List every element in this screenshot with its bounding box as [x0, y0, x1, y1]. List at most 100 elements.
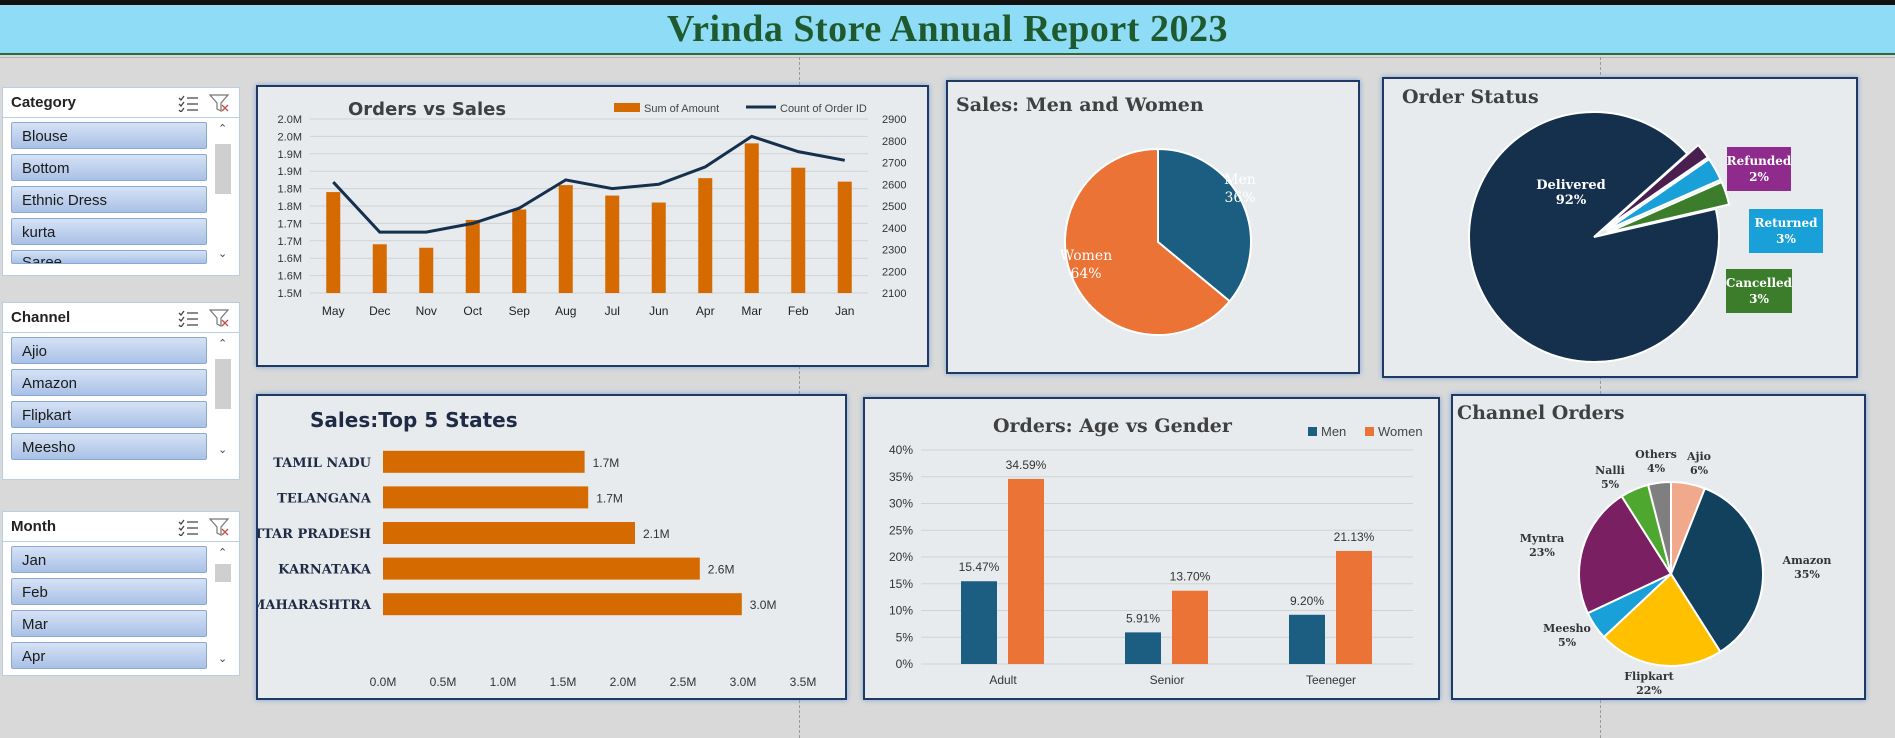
y-tick-label: 2.0M — [278, 131, 302, 143]
slicer-category[interactable]: Category Blouse Bottom Ethnic Dress kurt… — [2, 87, 240, 276]
legend-label: Count of Order ID — [780, 103, 867, 115]
y-tick-label: TELANGANA — [277, 491, 372, 506]
y-tick-label: MAHARASHTRA — [258, 598, 372, 613]
chart-title: Channel Orders — [1457, 402, 1625, 424]
x-tick-label: Jun — [649, 304, 668, 318]
report-title: Vrinda Store Annual Report 2023 — [667, 8, 1228, 50]
multi-select-icon[interactable] — [177, 94, 199, 112]
clear-filter-icon[interactable] — [209, 93, 231, 113]
slice-label: Refunded — [1727, 154, 1792, 168]
multi-select-icon[interactable] — [177, 309, 199, 327]
data-label: 2.6M — [708, 563, 735, 577]
y-tick-label: UTTAR PRADESH — [258, 527, 371, 542]
order-status-chart[interactable]: Order Status Delivered 92% Refunded 2% Retur… — [1382, 77, 1858, 378]
pie-slice — [1669, 487, 1764, 654]
pie-slice — [1064, 147, 1232, 336]
data-label: 9.20% — [1290, 594, 1324, 608]
clear-filter-icon[interactable] — [209, 517, 231, 537]
slicer-item[interactable]: Saree — [11, 250, 207, 264]
legend-label: Men — [1321, 424, 1346, 439]
y-tick-label: 1.9M — [278, 166, 302, 178]
slicer-item[interactable]: Meesho — [11, 433, 207, 460]
bar — [605, 195, 620, 293]
slicer-item[interactable]: Amazon — [11, 369, 207, 396]
scroll-thumb[interactable] — [215, 144, 231, 194]
scroll-up-icon[interactable]: ⌃ — [218, 338, 228, 350]
slicer-item[interactable]: Apr — [11, 642, 207, 669]
slicer-item[interactable]: Feb — [11, 578, 207, 605]
age-vs-gender-chart[interactable]: Orders: Age vs Gender 0% 5% 10% 15% 20% 25% 30… — [863, 397, 1440, 700]
y-tick-label: 35% — [889, 470, 913, 484]
slice-label: Cancelled — [1726, 276, 1793, 290]
legend-swatch — [1365, 427, 1374, 436]
slicer-item[interactable]: Jan — [11, 546, 207, 573]
pie-slice — [1468, 111, 1720, 363]
slicer-item[interactable]: Ajio — [11, 337, 207, 364]
scroll-down-icon[interactable]: ⌄ — [218, 444, 228, 456]
slicer-item[interactable]: Blouse — [11, 122, 207, 149]
data-label: 3.0M — [750, 598, 777, 612]
bar — [383, 593, 742, 616]
y-tick-label: 1.8M — [278, 201, 302, 213]
y2-tick-label: 2900 — [882, 114, 906, 126]
x-tick-label: Teeneger — [1306, 673, 1356, 687]
slicer-item[interactable]: Ethnic Dress — [11, 186, 207, 213]
scroll-up-icon[interactable]: ⌃ — [218, 547, 228, 559]
sheet-gridline — [0, 57, 1895, 58]
slice-percent: 23% — [1529, 546, 1555, 559]
legend-swatch — [1308, 427, 1317, 436]
x-tick-label: Dec — [369, 304, 390, 318]
slice-percent: 5% — [1558, 636, 1577, 649]
bar — [383, 557, 700, 580]
scroll-down-icon[interactable]: ⌄ — [218, 248, 228, 260]
orders-vs-sales-chart[interactable]: Orders vs Sales 1.5M 1.6M 1.6M 1.7M 1.7M 1.8M… — [256, 85, 929, 367]
report-banner: Vrinda Store Annual Report 2023 — [0, 5, 1895, 55]
slice-label: Delivered — [1536, 178, 1605, 193]
y2-tick-label: 2800 — [882, 136, 906, 148]
chart-title: Order Status — [1402, 86, 1539, 108]
slicer-scrollbar[interactable]: ⌃ ⌄ — [215, 546, 231, 665]
slice-percent: 36% — [1224, 190, 1255, 206]
slicer-header: Month — [3, 512, 239, 542]
y-tick-label: 1.7M — [278, 218, 302, 230]
x-tick-label: 2.5M — [670, 675, 697, 689]
bar — [372, 244, 387, 293]
x-tick-label: Mar — [741, 304, 762, 318]
slicer-scrollbar[interactable]: ⌃ ⌄ — [215, 122, 231, 260]
window-top-border — [0, 0, 1895, 5]
pie-slice — [1578, 494, 1673, 615]
slicer-title: Category — [11, 94, 77, 111]
scroll-up-icon[interactable]: ⌃ — [218, 123, 228, 135]
slice-percent: 2% — [1749, 170, 1769, 184]
pie-slice — [1605, 157, 1722, 232]
clear-filter-icon[interactable] — [209, 308, 231, 328]
scroll-thumb[interactable] — [215, 359, 231, 409]
scroll-down-icon[interactable]: ⌄ — [218, 653, 228, 665]
bar — [1336, 550, 1372, 664]
x-tick-label: Adult — [989, 673, 1017, 687]
multi-select-icon[interactable] — [177, 518, 199, 536]
x-tick-label: Nov — [416, 304, 437, 318]
y-tick-label: 5% — [896, 630, 914, 644]
slicer-item[interactable]: kurta — [11, 218, 207, 245]
y2-tick-label: 2100 — [882, 288, 906, 300]
sales-gender-pie: Men 36% Women 64% — [1060, 147, 1256, 336]
slicer-channel[interactable]: Channel Ajio Amazon Flipkart Meesho ⌃ ⌄ — [2, 302, 240, 480]
slicer-item[interactable]: Bottom — [11, 154, 207, 181]
data-label: 1.7M — [596, 491, 623, 505]
x-tick-label: Feb — [788, 304, 809, 318]
scroll-thumb[interactable] — [215, 564, 231, 582]
slicer-item[interactable]: Flipkart — [11, 401, 207, 428]
channel-orders-chart[interactable]: Channel Orders Ajio 6% Amazon 35% Flipkart 22… — [1451, 394, 1866, 700]
pie-slice — [1646, 480, 1672, 575]
slicer-item[interactable]: Mar — [11, 610, 207, 637]
slice-percent: 4% — [1647, 462, 1666, 475]
callout-box — [1749, 209, 1823, 253]
y-tick-label: 0% — [896, 657, 914, 671]
sales-men-women-chart[interactable]: Sales: Men and Women Men 36% Women 64% — [946, 80, 1360, 374]
slice-label: Myntra — [1520, 532, 1565, 545]
slicer-scrollbar[interactable]: ⌃ ⌄ — [215, 337, 231, 456]
slicer-month[interactable]: Month Jan Feb Mar Apr ⌃ ⌄ — [2, 511, 240, 676]
x-tick-label: 3.5M — [790, 675, 817, 689]
top-states-chart[interactable]: Sales:Top 5 States TAMIL NADU 1.7M TELANGA… — [256, 394, 847, 700]
